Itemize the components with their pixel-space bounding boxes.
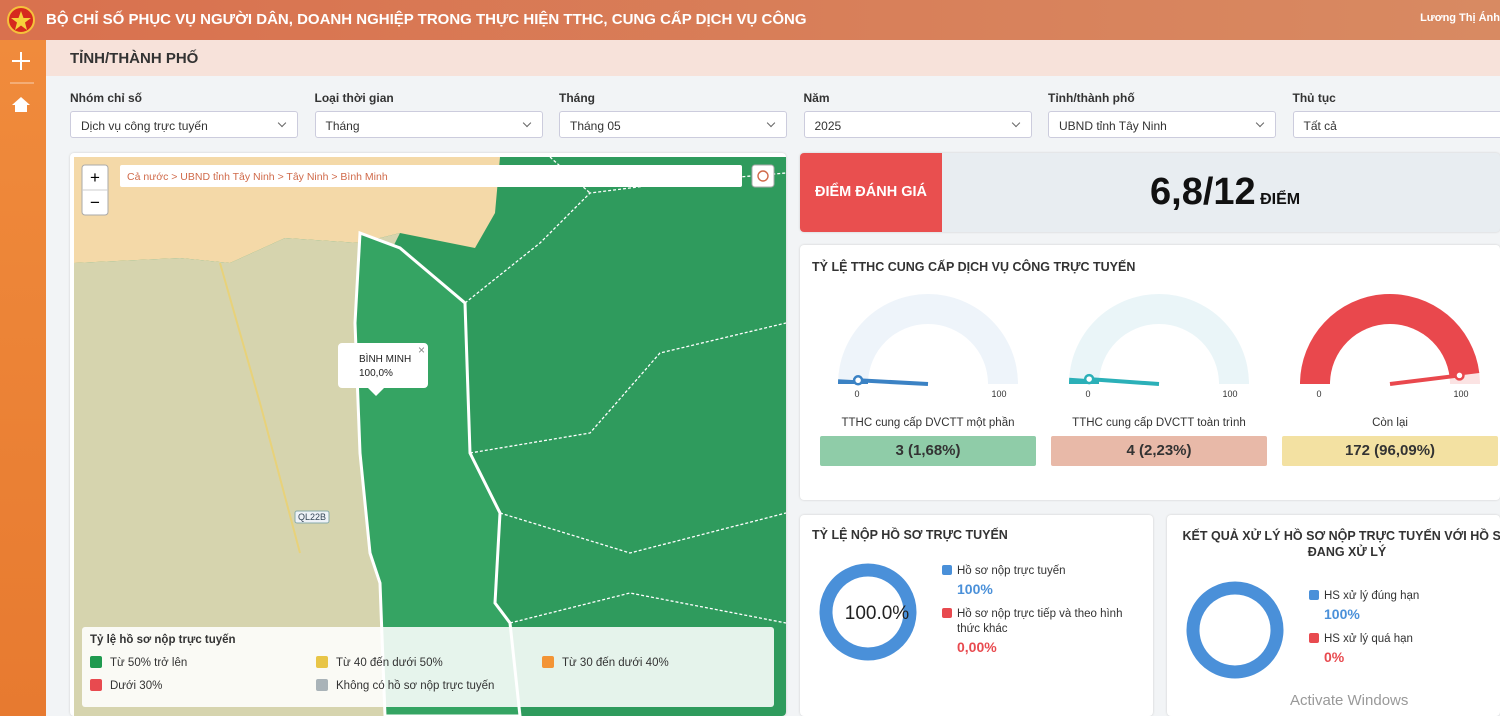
donut-title: TỶ LỆ NỘP HỒ SƠ TRỰC TUYẾN bbox=[812, 528, 1008, 542]
gauge-hole bbox=[1099, 324, 1219, 384]
map: QL22B + − Cả nước > UBND tỉnh Tây Ninh >… bbox=[74, 156, 786, 716]
gauge-panel: TỶ LỆ TTHC CUNG CẤP DỊCH VỤ CÔNG TRỰC TU… bbox=[800, 245, 1500, 500]
map-panel: QL22B + − Cả nước > UBND tỉnh Tây Ninh >… bbox=[70, 153, 786, 716]
header-title: BỘ CHỈ SỐ PHỤC VỤ NGƯỜI DÂN, DOANH NGHIỆ… bbox=[46, 11, 807, 28]
gauges: 0 100 0 100 0 100 bbox=[838, 294, 1480, 399]
filter-label: Thủ tục bbox=[1292, 91, 1336, 105]
filter-select[interactable]: Tất cả bbox=[1292, 111, 1500, 138]
user-name[interactable]: Lương Thị Ánh bbox=[1420, 12, 1500, 24]
filter-select[interactable]: UBND tỉnh Tây Ninh bbox=[1048, 111, 1276, 138]
gauge-hole bbox=[1330, 324, 1450, 384]
legend-label: HS xử lý đúng hạn bbox=[1324, 590, 1419, 602]
filter-select[interactable]: 2025 bbox=[803, 111, 1032, 138]
sidebar bbox=[0, 40, 46, 716]
legend-swatch bbox=[316, 656, 328, 668]
legend-label: Hồ sơ nộp trực tuyến bbox=[957, 565, 1066, 577]
legend-label: Không có hồ sơ nộp trực tuyến bbox=[336, 680, 494, 692]
popup-close[interactable]: × bbox=[418, 343, 425, 357]
popup-name: BÌNH MINH bbox=[359, 352, 411, 365]
legend-swatch bbox=[1309, 590, 1319, 600]
legend-value: 0,00% bbox=[957, 639, 997, 655]
legend-swatch bbox=[942, 565, 952, 575]
gauge-title: TỶ LỆ TTHC CUNG CẤP DỊCH VỤ CÔNG TRỰC TU… bbox=[812, 260, 1136, 274]
legend-value: 0% bbox=[1324, 649, 1345, 665]
gauge-max: 100 bbox=[1222, 389, 1237, 399]
legend-value: 100% bbox=[957, 581, 993, 597]
legend-swatch bbox=[1309, 633, 1319, 643]
legend-label: Từ 40 đến dưới 50% bbox=[336, 657, 443, 669]
legend-label: Hồ sơ nộp trực tiếp và theo hình thức khá… bbox=[957, 608, 1122, 635]
zoom-in[interactable]: + bbox=[90, 168, 100, 187]
filter-label: Tỉnh/thành phố bbox=[1048, 91, 1135, 105]
donut-chart: Hồ sơ nộp trực tuyến 100% Hồ sơ nộp trực t… bbox=[819, 563, 1122, 661]
gauge-needle bbox=[857, 378, 929, 386]
donut-panel-2: KẾT QUẢ XỬ LÝ HỒ SƠ NỘP TRỰC TUYẾN VỚI H… bbox=[1167, 515, 1500, 716]
legend-label: HS xử lý quá hạn bbox=[1324, 633, 1413, 645]
legend-title: Tỷ lệ hồ sơ nộp trực tuyến bbox=[90, 634, 236, 646]
donut-panel-1: TỶ LỆ NỘP HỒ SƠ TRỰC TUYẾN Hồ sơ nộp trự… bbox=[800, 515, 1153, 716]
gauge-max: 100 bbox=[1453, 389, 1468, 399]
gauge-label: Còn lại bbox=[1372, 417, 1408, 429]
gauge-label: TTHC cung cấp DVCTT toàn trình bbox=[1072, 417, 1246, 429]
filter-select[interactable]: Tháng bbox=[314, 111, 543, 138]
gauge-label: TTHC cung cấp DVCTT một phần bbox=[841, 417, 1015, 429]
legend-swatch bbox=[942, 608, 952, 618]
gauge-min: 0 bbox=[1085, 389, 1090, 399]
filter-label: Nhóm chỉ số bbox=[70, 91, 143, 105]
filter-label: Tháng bbox=[559, 91, 595, 105]
filter-select[interactable]: Dịch vụ công trực tuyến bbox=[70, 111, 298, 138]
gauge-value-box: 4 (2,23%) bbox=[1051, 436, 1267, 466]
page-bar: TỈNH/THÀNH PHỐ bbox=[46, 40, 1500, 76]
legend-swatch bbox=[542, 656, 554, 668]
donut-center: 100.0% bbox=[845, 603, 910, 624]
score-value: 6,8/12 bbox=[1150, 171, 1256, 213]
gauge-min: 0 bbox=[854, 389, 859, 399]
gauge-hub bbox=[1083, 373, 1095, 385]
gauge-hub bbox=[1454, 370, 1465, 381]
page-title: TỈNH/THÀNH PHỐ bbox=[70, 50, 199, 67]
donut-chart: HS xử lý đúng hạn 100% HS xử lý quá hạn 0% bbox=[1186, 581, 1419, 679]
score-unit: ĐIỂM bbox=[1260, 191, 1301, 208]
legend-swatch bbox=[90, 679, 102, 691]
road-label: QL22B bbox=[298, 512, 326, 522]
gauge-needle bbox=[1389, 373, 1460, 386]
donut-segment bbox=[1186, 581, 1284, 679]
map-breadcrumb: Cả nước > UBND tỉnh Tây Ninh > Tây Ninh … bbox=[127, 171, 388, 183]
filter-label: Loại thời gian bbox=[314, 91, 394, 105]
popup-value: 100,0% bbox=[359, 368, 393, 379]
gauge-hole bbox=[868, 324, 988, 384]
score-panel: ĐIỂM ĐÁNH GIÁ 6,8/12 ĐIỂM bbox=[800, 153, 1500, 232]
filter-select[interactable]: Tháng 05 bbox=[559, 111, 787, 138]
legend-swatch bbox=[90, 656, 102, 668]
legend-label: Dưới 30% bbox=[110, 680, 162, 692]
filter-label: Năm bbox=[803, 91, 830, 105]
gauge-min: 0 bbox=[1316, 389, 1321, 399]
logo bbox=[7, 6, 35, 34]
gauge-max: 100 bbox=[991, 389, 1006, 399]
donut-title: KẾT QUẢ XỬ LÝ HỒ SƠ NỘP TRỰC TUYẾN VỚI H… bbox=[1182, 529, 1500, 559]
sidebar-icons bbox=[10, 52, 34, 112]
legend-label: Từ 50% trở lên bbox=[110, 657, 187, 669]
zoom-out[interactable]: − bbox=[90, 193, 100, 212]
gauge-value-box: 172 (96,09%) bbox=[1282, 436, 1498, 466]
legend-value: 100% bbox=[1324, 606, 1360, 622]
gauge-needle bbox=[1089, 377, 1160, 386]
score-label: ĐIỂM ĐÁNH GIÁ bbox=[800, 153, 942, 232]
watermark: Activate Windows bbox=[1290, 692, 1409, 709]
gauge-value-box: 3 (1,68%) bbox=[820, 436, 1036, 466]
donut-segment bbox=[819, 563, 917, 661]
header: BỘ CHỈ SỐ PHỤC VỤ NGƯỜI DÂN, DOANH NGHIỆ… bbox=[0, 0, 1500, 40]
gauge-hub bbox=[852, 375, 864, 386]
legend-label: Từ 30 đến dưới 40% bbox=[562, 657, 669, 669]
legend-swatch bbox=[316, 679, 328, 691]
score: 6,8/12 ĐIỂM bbox=[1150, 171, 1300, 214]
